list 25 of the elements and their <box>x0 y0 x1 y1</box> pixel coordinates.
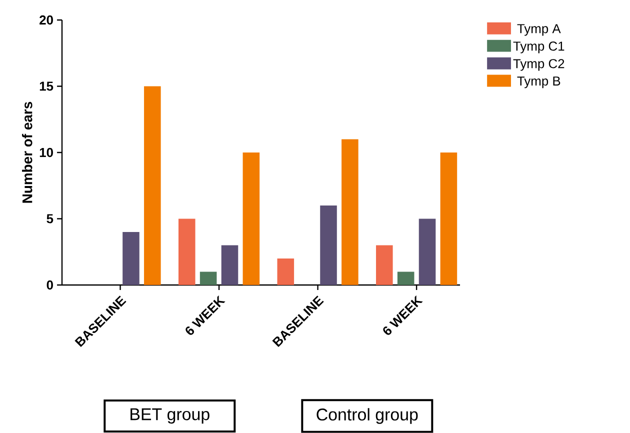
legend-label: Tymp C1 <box>513 42 564 54</box>
legend-label: Tymp A <box>517 24 561 36</box>
legend-label: Tymp C2 <box>513 59 564 71</box>
y-tick-label: 5 <box>46 214 54 224</box>
y-tick-label: 0 <box>46 280 53 290</box>
bar <box>242 152 260 286</box>
legend-label: Tymp B <box>517 76 560 88</box>
bar <box>200 272 217 286</box>
bar <box>418 218 436 286</box>
bar <box>342 139 358 286</box>
bar <box>144 86 161 286</box>
bar <box>122 232 140 286</box>
bar <box>397 272 414 286</box>
text: Control group <box>316 408 418 424</box>
y-tick-label: 10 <box>40 148 53 158</box>
text: BET group <box>130 408 210 424</box>
bar <box>440 152 458 286</box>
y-tick-label: 20 <box>40 15 53 25</box>
y-tick-label: 15 <box>40 82 54 91</box>
bar <box>277 258 294 286</box>
y-axis-title: Number of ears <box>22 102 32 203</box>
bar <box>178 218 196 286</box>
bar <box>221 245 238 286</box>
bar <box>376 245 393 286</box>
bar <box>320 206 337 286</box>
